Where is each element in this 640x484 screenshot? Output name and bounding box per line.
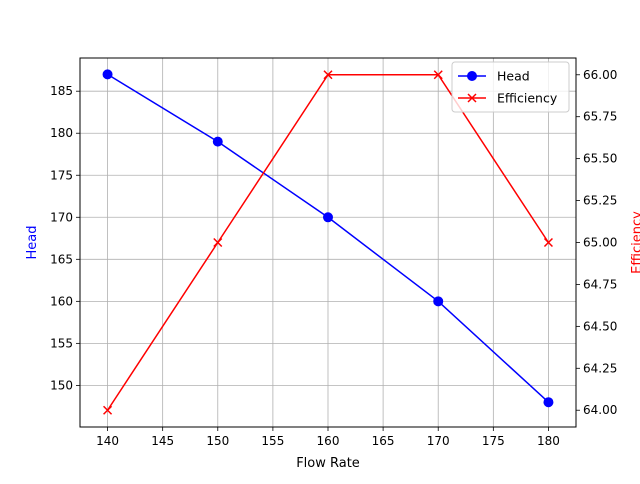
head-point [543,397,554,408]
right-y-tick-label: 64.50 [583,319,617,333]
left-y-tick-label: 165 [50,252,73,266]
head-point [102,69,113,80]
legend-label: Head [497,69,530,84]
x-tick-label: 145 [151,434,174,448]
axes: 140 145 150 155 160 165 170 175 180 150 155 160 165 1… [50,68,617,448]
right-y-tick-label: 65.00 [583,236,617,250]
x-tick-label: 140 [96,434,119,448]
left-y-tick-label: 185 [50,84,73,98]
efficiency-point [103,405,113,415]
left-y-tick-label: 175 [50,168,73,182]
x-tick-label: 180 [537,434,560,448]
right-y-tick-label: 64.75 [583,277,617,291]
right-y-tick-label: 64.00 [583,403,617,417]
legend-marker [467,71,477,81]
head-point [433,296,444,307]
legend-marker [467,93,477,103]
left-y-tick-label: 150 [50,378,73,392]
x-tick-label: 170 [427,434,450,448]
head-point [323,212,333,223]
series-layer [102,69,554,415]
x-tick-label: 175 [482,434,505,448]
left-y-tick-label: 180 [50,126,73,140]
x-tick-label: 150 [206,434,229,448]
x-tick-label: 165 [372,434,395,448]
legend: Head Efficiency [451,61,570,113]
efficiency-point [433,70,443,80]
series-efficiency [103,70,553,415]
x-axis-label: Flow Rate [296,456,360,471]
left-y-tick-label: 160 [50,294,73,308]
left-y-tick-label: 155 [50,336,73,350]
x-tick-label: 155 [261,434,284,448]
right-y-tick-label: 65.75 [583,110,617,124]
left-y-tick-label: 170 [50,210,73,224]
legend-item-efficiency: Efficiency [458,91,558,106]
legend-label: Efficiency [497,91,558,106]
efficiency-point [543,237,553,248]
right-y-tick-label: 66.00 [583,68,617,82]
head-point [212,136,223,147]
efficiency-point [213,237,223,248]
legend-item-head: Head [458,69,530,84]
legend-box [451,61,570,113]
left-y-axis-label: Head [25,226,40,260]
series-head [102,69,554,408]
efficiency-point [323,70,333,80]
right-y-tick-label: 64.25 [583,361,617,375]
right-y-tick-label: 65.25 [583,194,617,208]
right-y-axis-label: Efficiency [630,211,640,274]
right-y-tick-label: 65.50 [583,152,617,166]
x-tick-label: 160 [317,434,340,448]
